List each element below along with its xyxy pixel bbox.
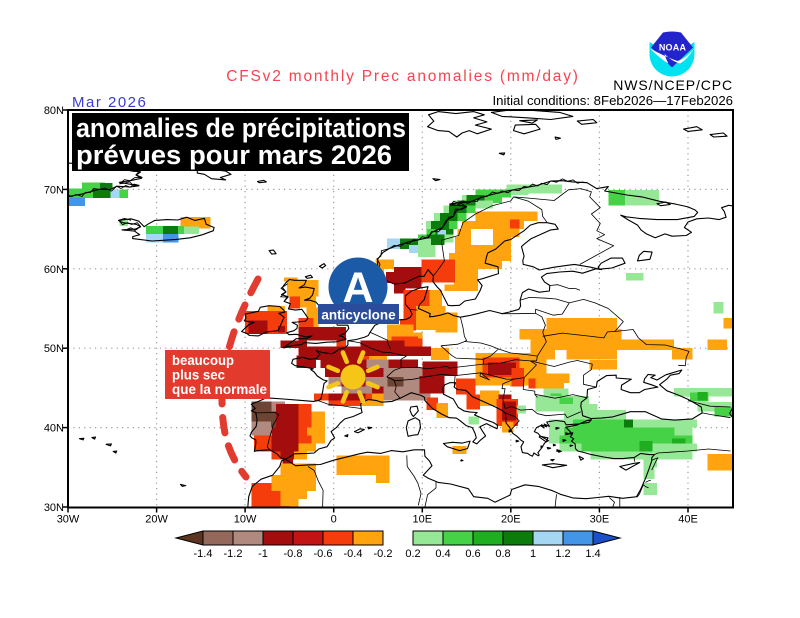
svg-text:0.8: 0.8 bbox=[495, 548, 510, 560]
svg-text:beaucoup: beaucoup bbox=[172, 352, 234, 368]
svg-text:anticyclone: anticyclone bbox=[321, 308, 396, 323]
svg-text:30E: 30E bbox=[590, 514, 610, 526]
svg-text:30N: 30N bbox=[44, 502, 64, 514]
svg-text:20W: 20W bbox=[145, 514, 168, 526]
svg-text:0.2: 0.2 bbox=[405, 548, 420, 560]
svg-text:-0.4: -0.4 bbox=[344, 548, 363, 560]
svg-text:50N: 50N bbox=[44, 343, 64, 355]
svg-text:1.4: 1.4 bbox=[585, 548, 600, 560]
svg-text:prévues pour mars 2026: prévues pour mars 2026 bbox=[76, 140, 392, 170]
svg-text:70N: 70N bbox=[44, 184, 64, 196]
svg-text:NWS/NCEP/CPC: NWS/NCEP/CPC bbox=[613, 77, 733, 93]
svg-text:0.6: 0.6 bbox=[465, 548, 480, 560]
svg-text:NOAA: NOAA bbox=[659, 43, 687, 53]
svg-text:Initial conditions: 8Feb2026—1: Initial conditions: 8Feb2026—17Feb2026 bbox=[493, 93, 733, 108]
svg-text:60N: 60N bbox=[44, 264, 64, 276]
svg-text:-1.2: -1.2 bbox=[224, 548, 243, 560]
svg-text:0.4: 0.4 bbox=[435, 548, 450, 560]
svg-text:40E: 40E bbox=[678, 514, 698, 526]
svg-text:30W: 30W bbox=[57, 514, 80, 526]
svg-text:plus sec: plus sec bbox=[172, 367, 225, 383]
svg-text:-1: -1 bbox=[258, 548, 268, 560]
svg-text:1: 1 bbox=[530, 548, 536, 560]
svg-text:-0.2: -0.2 bbox=[374, 548, 393, 560]
svg-text:1.2: 1.2 bbox=[555, 548, 570, 560]
svg-text:-1.4: -1.4 bbox=[194, 548, 213, 560]
svg-text:-0.8: -0.8 bbox=[284, 548, 303, 560]
svg-text:0: 0 bbox=[331, 514, 337, 526]
svg-text:CFSv2 monthly Prec anomalies (: CFSv2 monthly Prec anomalies (mm/day) bbox=[226, 68, 579, 85]
svg-text:-0.6: -0.6 bbox=[314, 548, 333, 560]
svg-text:10W: 10W bbox=[234, 514, 257, 526]
svg-text:que la normale: que la normale bbox=[172, 381, 267, 397]
svg-text:40N: 40N bbox=[44, 423, 64, 435]
svg-text:20E: 20E bbox=[501, 514, 521, 526]
svg-text:Mar 2026: Mar 2026 bbox=[72, 94, 147, 111]
svg-text:80N: 80N bbox=[44, 105, 64, 117]
svg-text:anomalies de précipitations: anomalies de précipitations bbox=[76, 113, 406, 143]
svg-text:10E: 10E bbox=[413, 514, 433, 526]
